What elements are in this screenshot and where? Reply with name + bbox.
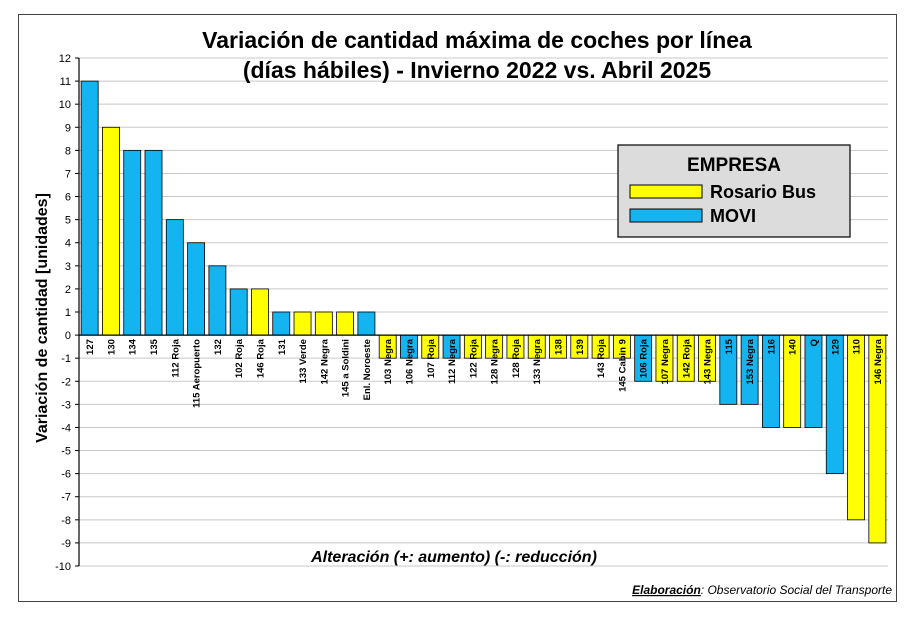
bar-112-roja [165, 219, 184, 336]
y-tick-label: 0 [65, 330, 71, 342]
y-tick-label: -1 [61, 353, 71, 365]
legend: EMPRESA Rosario Bus MOVI [617, 144, 851, 238]
x-tick-label-146-roja: 146 Roja [255, 338, 266, 378]
x-tick-label-145-a-soldini: 145 a Soldini [341, 339, 352, 397]
y-tick-label: 8 [65, 145, 71, 157]
bar-102-roja [229, 288, 248, 336]
bar-133-verde [293, 311, 312, 336]
x-tick-label-115: 115 [724, 338, 735, 354]
y-tick-label: 9 [65, 122, 71, 134]
credit-line: Elaboración: Observatorio Social del Tra… [632, 583, 892, 597]
x-tick-label-135: 135 [149, 338, 160, 355]
x-tick-label-110: 110 [852, 339, 863, 354]
y-tick-label: -7 [61, 492, 71, 504]
y-tick-label: -5 [61, 446, 71, 458]
y-tick-label: -4 [61, 422, 71, 434]
x-tick-label-127: 127 [85, 339, 96, 355]
x-tick-label-106-roja: 106 Roja [639, 338, 650, 378]
x-tick-label-102-roja: 102 Roja [234, 338, 245, 378]
legend-title: EMPRESA [687, 155, 781, 176]
y-tick-label: 4 [65, 238, 71, 250]
bar-q [804, 334, 823, 428]
y-tick-label: 10 [59, 99, 71, 111]
x-tick-label-143-negra: 143 Negra [703, 338, 714, 384]
credit-suffix: : Observatorio Social del Transporte [701, 583, 893, 597]
bar-127 [80, 80, 99, 336]
bar-142-negra [314, 311, 333, 336]
x-tick-label-103-negra: 103 Negra [383, 338, 394, 384]
y-tick-label: 1 [65, 307, 71, 319]
x-tick-labels: 127 130 134 135 112 Roja 115 Aeropuerto 132 102… [85, 338, 884, 408]
x-tick-label-143-roja: 143 Roja [596, 338, 607, 378]
x-tick-label-132: 132 [213, 339, 224, 355]
x-tick-label-134: 134 [128, 338, 139, 355]
bar-110 [847, 334, 865, 521]
y-tick-label: -6 [61, 469, 71, 481]
bar-132 [208, 265, 227, 336]
y-axis-label: Variación de cantidad [unidades] [34, 193, 51, 443]
x-tick-label-enl-noroeste: Enl. Noroeste [362, 339, 373, 400]
x-tick-label-q: Q [809, 339, 820, 346]
y-tick-label: -10 [55, 561, 71, 573]
credit-prefix: Elaboración [632, 583, 701, 597]
x-tick-label-116: 116 [766, 339, 777, 354]
x-tick-label-142-roja: 142 Roja [681, 338, 692, 378]
bar-115-aeropuerto [187, 242, 206, 336]
chart-frame [18, 14, 897, 602]
x-tick-label-139: 139 [575, 339, 586, 355]
x-tick-label-128-negra: 128 Negra [490, 338, 501, 384]
bar-130 [102, 126, 120, 336]
legend-swatch-movi [629, 208, 703, 223]
y-tick-label: 7 [65, 168, 71, 180]
x-tick-label-138: 138 [554, 339, 565, 355]
bar-135 [144, 149, 163, 336]
y-tick-label: 11 [60, 76, 71, 88]
x-tick-label-107-negra: 107 Negra [660, 338, 671, 384]
bar-134 [123, 149, 142, 336]
bar-145-a-soldini [336, 311, 355, 336]
x-tick-label-153-negra: 153 Negra [745, 338, 756, 384]
x-tick-label-129: 129 [830, 339, 841, 355]
y-tick-label: -3 [61, 399, 71, 411]
x-tick-label-131: 131 [277, 338, 288, 355]
x-tick-label-133-negra: 133 Negra [532, 338, 543, 384]
x-tick-label-146-negra: 146 Negra [873, 338, 884, 384]
legend-label-movi: MOVI [710, 206, 756, 226]
x-tick-label-112-negra: 112 Negra [447, 338, 458, 384]
y-tick-label: 12 [59, 53, 71, 65]
y-tick-label: 6 [65, 192, 71, 204]
x-tick-label-122-roja: 122 Roja [468, 338, 479, 378]
legend-label-rosario-bus: Rosario Bus [710, 182, 816, 202]
y-tick-label: -2 [61, 376, 71, 388]
bar-enl-noroeste [357, 311, 376, 336]
x-tick-label-115-aeropuerto: 115 Aeropuerto [192, 339, 203, 408]
y-tick-label: 5 [65, 215, 71, 227]
y-tick-label: -9 [61, 538, 71, 550]
x-tick-label-107-roja: 107 Roja [426, 338, 437, 378]
y-tick-label: -8 [61, 515, 71, 527]
chart-title-line2: (días hábiles) - Invierno 2022 vs. Abril… [243, 57, 711, 83]
chart-title-line1: Variación de cantidad máxima de coches p… [202, 27, 752, 53]
x-tick-label-106-negra: 106 Negra [404, 338, 415, 384]
bar-131 [272, 311, 291, 336]
x-tick-label-112-roja: 112 Roja [170, 338, 181, 377]
legend-swatch-rosario-bus [629, 184, 703, 199]
x-tick-label-133-verde: 133 Verde [298, 339, 309, 383]
y-tick-label: 3 [65, 261, 71, 273]
y-tick-label: 2 [65, 284, 71, 296]
x-tick-label-140: 140 [788, 339, 799, 355]
x-tick-label-130: 130 [106, 339, 117, 355]
x-tick-label-145-cabin-9: 145 Cabin 9 [617, 339, 628, 392]
x-tick-label-128-roja: 128 Roja [511, 338, 522, 378]
x-axis-note: Alteración (+: aumento) (-: reducción) [310, 549, 597, 566]
bar-146-roja [251, 288, 269, 336]
x-tick-label-142-negra: 142 Negra [319, 338, 330, 384]
